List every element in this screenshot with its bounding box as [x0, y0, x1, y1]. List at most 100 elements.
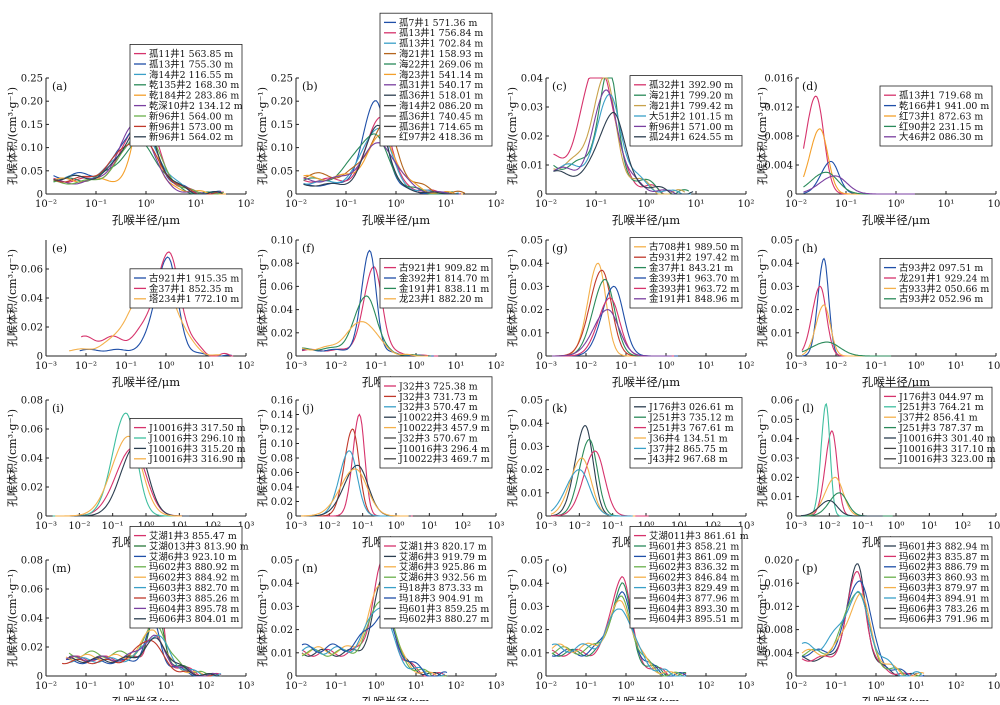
- y-tick-label: 0.05: [771, 415, 793, 426]
- y-tick-label: 0.02: [771, 305, 793, 316]
- series-line: [553, 77, 686, 195]
- legend-entry: 玛602井3 835.87 m: [899, 551, 989, 563]
- x-tick-label: 10³: [738, 681, 755, 692]
- y-tick-label: 0: [37, 190, 43, 201]
- legend-entry: 古708井1 989.50 m: [649, 241, 739, 253]
- y-axis-title: 孔喉体积/(cm³·g⁻¹): [255, 569, 269, 667]
- x-tick-label: 10¹: [448, 361, 465, 372]
- y-axis-title: 孔喉体积/(cm³·g⁻¹): [5, 87, 19, 185]
- legend-entry: 新96井1 564.00 m: [149, 110, 233, 122]
- legend-entry: 古93井2 097.51 m: [899, 262, 983, 274]
- panel-g: 0 0.01 0.02 0.03 0.04 0.05 10⁻³ 10⁻² 10⁻¹ 10⁰ 10¹ 1…: [505, 236, 754, 390]
- y-tick-label: 0: [787, 512, 793, 523]
- x-tick-label: 10⁰: [618, 681, 635, 692]
- y-tick-label: 0.15: [21, 120, 43, 131]
- y-tick-label: 0.20: [271, 97, 293, 108]
- x-tick-label: 10⁻³: [285, 361, 307, 372]
- panel-b: 0 0.05 0.10 0.15 0.20 0.25 10⁻² 10⁻¹ 10⁰ 10¹ 10² 孔喉…: [255, 12, 504, 227]
- legend-entry: J10016井3 315.20 m: [148, 443, 246, 455]
- panel-p: 0 0.004 0.008 0.012 0.016 0.020 10⁻² 10⁻¹ 10⁰ 10¹…: [755, 536, 1000, 705]
- x-tick-label: 10⁻²: [785, 199, 807, 210]
- y-tick-label: 0.06: [21, 425, 43, 436]
- panel-label: (e): [52, 242, 67, 255]
- legend-entry: 龙23井1 882.20 m: [399, 293, 483, 305]
- legend-box: [379, 12, 493, 147]
- legend-entry: 艾湖6井3 925.86 m: [399, 561, 487, 573]
- panel-label: (n): [302, 562, 318, 575]
- y-tick-label: 0: [287, 352, 293, 363]
- y-tick-label: 0: [787, 672, 793, 683]
- series-line: [552, 309, 672, 357]
- y-tick-label: 0: [287, 190, 293, 201]
- legend-entry: 金37井1 852.35 m: [149, 283, 233, 295]
- legend-entry: 塔234井1 772.10 m: [149, 293, 239, 305]
- panel-o: 0 0.01 0.02 0.03 0.04 0.05 10⁻² 10⁻¹ 10⁰ 10¹ 10² 10…: [505, 526, 755, 705]
- y-tick-label: 0.02: [521, 132, 543, 143]
- x-axis-title: 孔喉半径/μm: [112, 213, 180, 227]
- legend-entry: 玛604井3 893.30 m: [649, 603, 739, 615]
- x-axis-title: 孔喉半径/μm: [862, 213, 930, 227]
- y-tick-label: 0.02: [21, 483, 43, 494]
- y-tick-label: 0: [37, 512, 43, 523]
- x-tick-label: 10²: [454, 521, 471, 532]
- y-tick-label: 0.06: [771, 396, 793, 407]
- series-line: [550, 424, 639, 517]
- y-tick-label: 0.02: [271, 328, 293, 339]
- x-tick-label: 10⁻²: [285, 681, 307, 692]
- legend-entry: 龙291井1 929.24 m: [899, 272, 989, 284]
- legend-entry: 孤24井1 624.55 m: [649, 131, 733, 143]
- y-tick-label: 0.05: [521, 236, 543, 247]
- x-tick-label: 10⁻¹: [352, 521, 374, 532]
- y-tick-label: 0.03: [271, 602, 293, 613]
- legend-entry: J10022井3 469.7 m: [398, 453, 490, 465]
- series-line: [301, 584, 446, 677]
- y-tick-label: 0.05: [521, 396, 543, 407]
- series-line: [301, 321, 428, 357]
- x-tick-label: 10¹: [188, 199, 205, 210]
- x-tick-label: 10⁻¹: [325, 681, 347, 692]
- legend-entry: 玛602井3 880.92 m: [149, 561, 239, 573]
- x-tick-label: 10⁻¹: [865, 361, 887, 372]
- x-tick-label: 10⁻¹: [615, 361, 637, 372]
- y-tick-label: 0: [287, 672, 293, 683]
- panel-label: (d): [802, 80, 818, 93]
- panel-label: (p): [802, 562, 818, 575]
- y-tick-label: 0.04: [271, 579, 293, 590]
- series-line: [801, 430, 886, 517]
- x-tick-label: 10⁻²: [285, 199, 307, 210]
- legend-entry: J251井3 767.61 m: [648, 422, 734, 434]
- legend-entry: 艾湖011井3 861.61 m: [649, 530, 749, 542]
- legend-entry: 乾166井1 941.00 m: [899, 100, 989, 112]
- legend-entry: 玛602井3 886.79 m: [899, 561, 989, 573]
- y-tick-label: 0.25: [271, 74, 293, 85]
- legend-entry: J37井2 865.75 m: [648, 443, 728, 455]
- y-axis-title: 孔喉体积/(cm³·g⁻¹): [5, 249, 19, 347]
- y-tick-label: 0.01: [521, 488, 543, 499]
- y-tick-label: 0.03: [521, 103, 543, 114]
- panel-j: 0 0.02 0.04 0.06 0.08 0.10 0.12 0.14 0.16 10⁻³ 10⁻…: [255, 376, 504, 549]
- y-tick-label: 0: [37, 352, 43, 363]
- y-tick-label: 0.03: [771, 454, 793, 465]
- y-tick-label: 0.05: [21, 166, 43, 177]
- x-tick-label: 10⁻¹: [365, 361, 387, 372]
- y-tick-label: 0: [287, 512, 293, 523]
- x-tick-label: 10⁻¹: [75, 681, 97, 692]
- legend-box: [629, 526, 743, 629]
- y-tick-label: 0.020: [764, 556, 793, 567]
- y-tick-label: 0: [537, 512, 543, 523]
- panel-label: (c): [552, 80, 567, 93]
- legend-entry: J251井3 735.12 m: [648, 412, 734, 424]
- legend-entry: 孤13井1 756.84 m: [399, 27, 483, 39]
- x-tick-label: 10²: [738, 361, 755, 372]
- y-tick-label: 0.08: [21, 396, 43, 407]
- x-tick-label: 10⁰: [888, 521, 905, 532]
- x-tick-label: 10⁻³: [535, 361, 557, 372]
- y-tick-label: 0.16: [271, 396, 293, 407]
- panel-label: (j): [302, 402, 314, 415]
- x-tick-label: 10¹: [421, 521, 438, 532]
- x-tick-label: 10¹: [408, 681, 425, 692]
- legend-entry: 红90井2 231.15 m: [899, 121, 983, 133]
- y-tick-label: 0.01: [521, 161, 543, 172]
- legend-entry: 艾湖013井3 813.90 m: [149, 540, 249, 552]
